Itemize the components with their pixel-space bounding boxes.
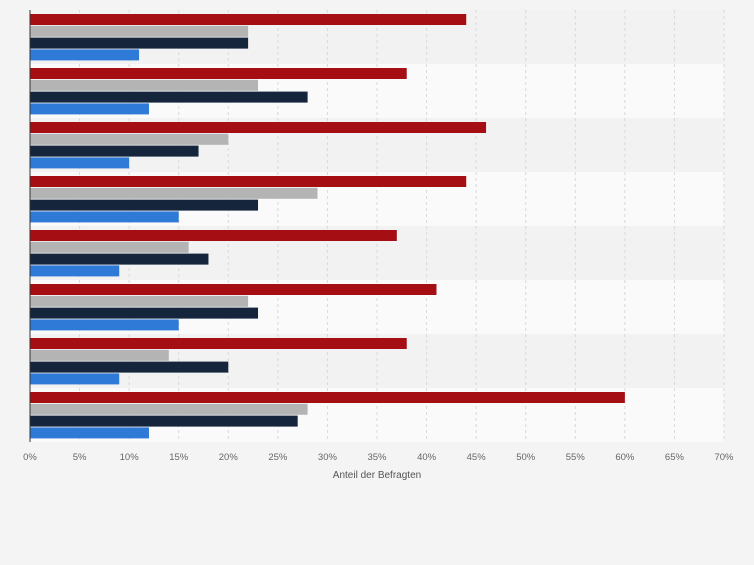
bar xyxy=(30,361,229,373)
bar xyxy=(30,49,140,61)
x-tick-label: 10% xyxy=(120,452,140,463)
bar xyxy=(30,230,397,241)
x-axis-label: Anteil der Befragten xyxy=(333,470,421,481)
x-tick-label: 70% xyxy=(714,452,734,463)
x-tick-label: 40% xyxy=(417,452,437,463)
x-tick-label: 60% xyxy=(615,452,635,463)
bar xyxy=(30,295,249,307)
bar xyxy=(30,241,189,253)
x-tick-labels: 0% 5% 10% 15% 20% 25% 30% 35% 40% 45% 50% 55% 60% 65%… xyxy=(23,452,734,463)
bar xyxy=(30,211,179,223)
bar xyxy=(30,392,625,403)
bar xyxy=(30,253,209,265)
x-tick-label: 25% xyxy=(268,452,288,463)
x-tick-label: 0% xyxy=(23,452,37,463)
bar xyxy=(30,338,407,349)
bar xyxy=(30,265,120,277)
bar xyxy=(30,133,229,145)
x-tick-label: 55% xyxy=(566,452,586,463)
bar xyxy=(30,79,259,91)
bar xyxy=(30,187,318,199)
bar xyxy=(30,14,467,25)
bar xyxy=(30,199,259,211)
x-tick-label: 45% xyxy=(467,452,487,463)
bar xyxy=(30,122,487,133)
bar xyxy=(30,145,199,157)
x-tick-label: 15% xyxy=(169,452,189,463)
bar xyxy=(30,403,308,415)
bar xyxy=(30,25,249,37)
bar xyxy=(30,307,259,319)
bar xyxy=(30,284,437,295)
bar xyxy=(30,349,169,361)
x-tick-label: 65% xyxy=(665,452,685,463)
bars xyxy=(30,14,625,439)
x-tick-label: 50% xyxy=(516,452,536,463)
x-tick-label: 20% xyxy=(219,452,239,463)
bar xyxy=(30,91,308,103)
bar xyxy=(30,415,298,427)
x-tick-label: 5% xyxy=(73,452,87,463)
x-tick-label: 30% xyxy=(318,452,338,463)
bar xyxy=(30,427,149,439)
bar xyxy=(30,319,179,331)
bar xyxy=(30,373,120,385)
bar xyxy=(30,176,467,187)
bar xyxy=(30,37,249,49)
bar xyxy=(30,103,149,115)
bar xyxy=(30,157,130,169)
bar xyxy=(30,68,407,79)
x-tick-label: 35% xyxy=(367,452,387,463)
